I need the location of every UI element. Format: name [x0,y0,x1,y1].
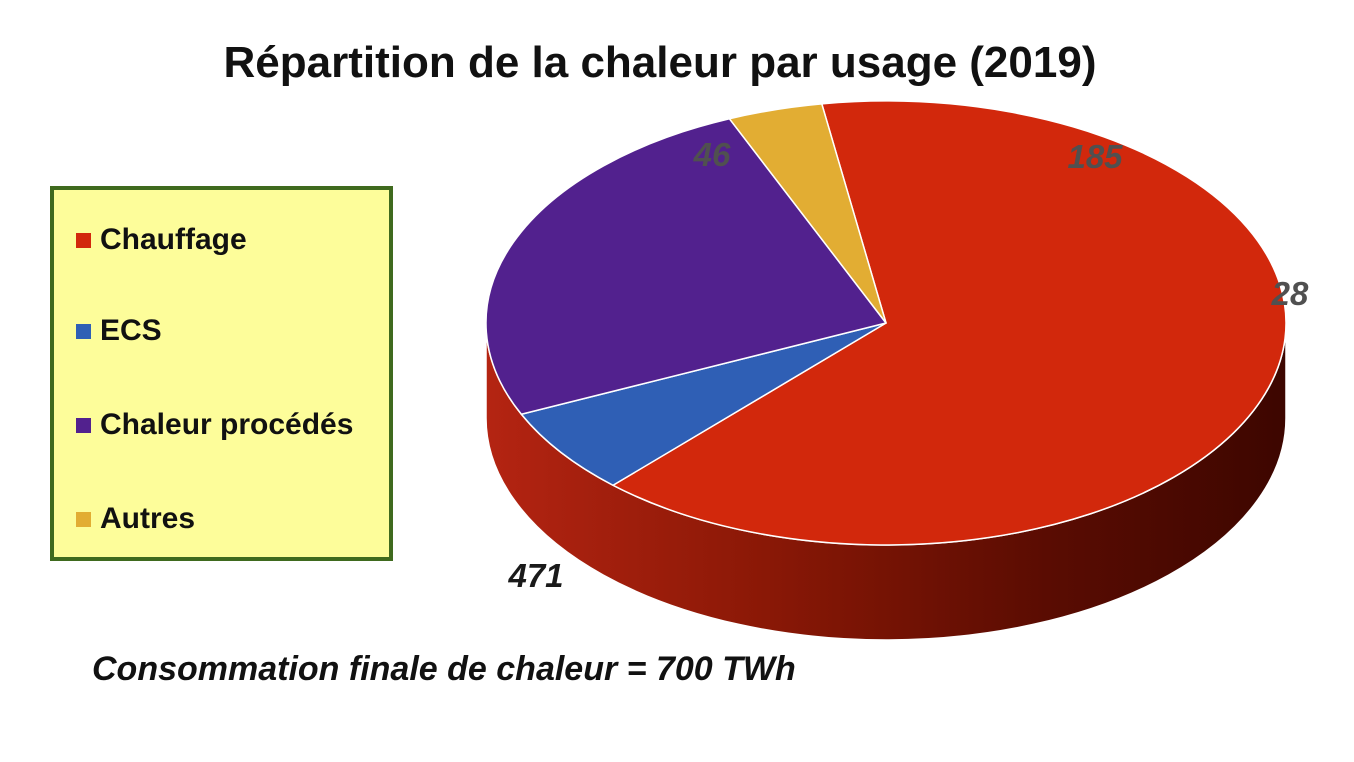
chart-title: Répartition de la chaleur par usage (201… [223,38,1097,87]
legend-item-ecs: ECS [76,311,162,351]
data-label-autres: 28 [1271,275,1309,312]
pie-slice-autres [728,103,887,324]
pie-slice-ecs [520,322,887,487]
data-label-ecs: 46 [693,136,731,173]
legend-label-chaleur-procedes: Chaleur procédés [100,408,354,441]
chart-note: Consommation finale de chaleur = 700 TWh [92,650,796,688]
data-label-chaleur-procedes: 185 [1067,138,1123,175]
legend-item-autres: Autres [76,499,195,539]
legend-label-chauffage: Chauffage [100,223,247,256]
legend-swatch-chaleur-procedes [76,417,91,433]
legend-label-ecs: ECS [100,314,162,347]
legend-swatch-chauffage [76,232,91,248]
data-label-chauffage: 471 [507,557,563,594]
legend-swatch-autres [76,511,91,527]
legend-label-autres: Autres [100,502,196,535]
legend-item-chaleur-procedes: Chaleur procédés [76,405,353,445]
legend: Chauffage ECS Chaleur procédés Autres [50,186,393,561]
pie-slice-chauffage [612,100,1287,546]
legend-swatch-ecs [76,323,91,339]
legend-item-chauffage: Chauffage [76,220,247,260]
